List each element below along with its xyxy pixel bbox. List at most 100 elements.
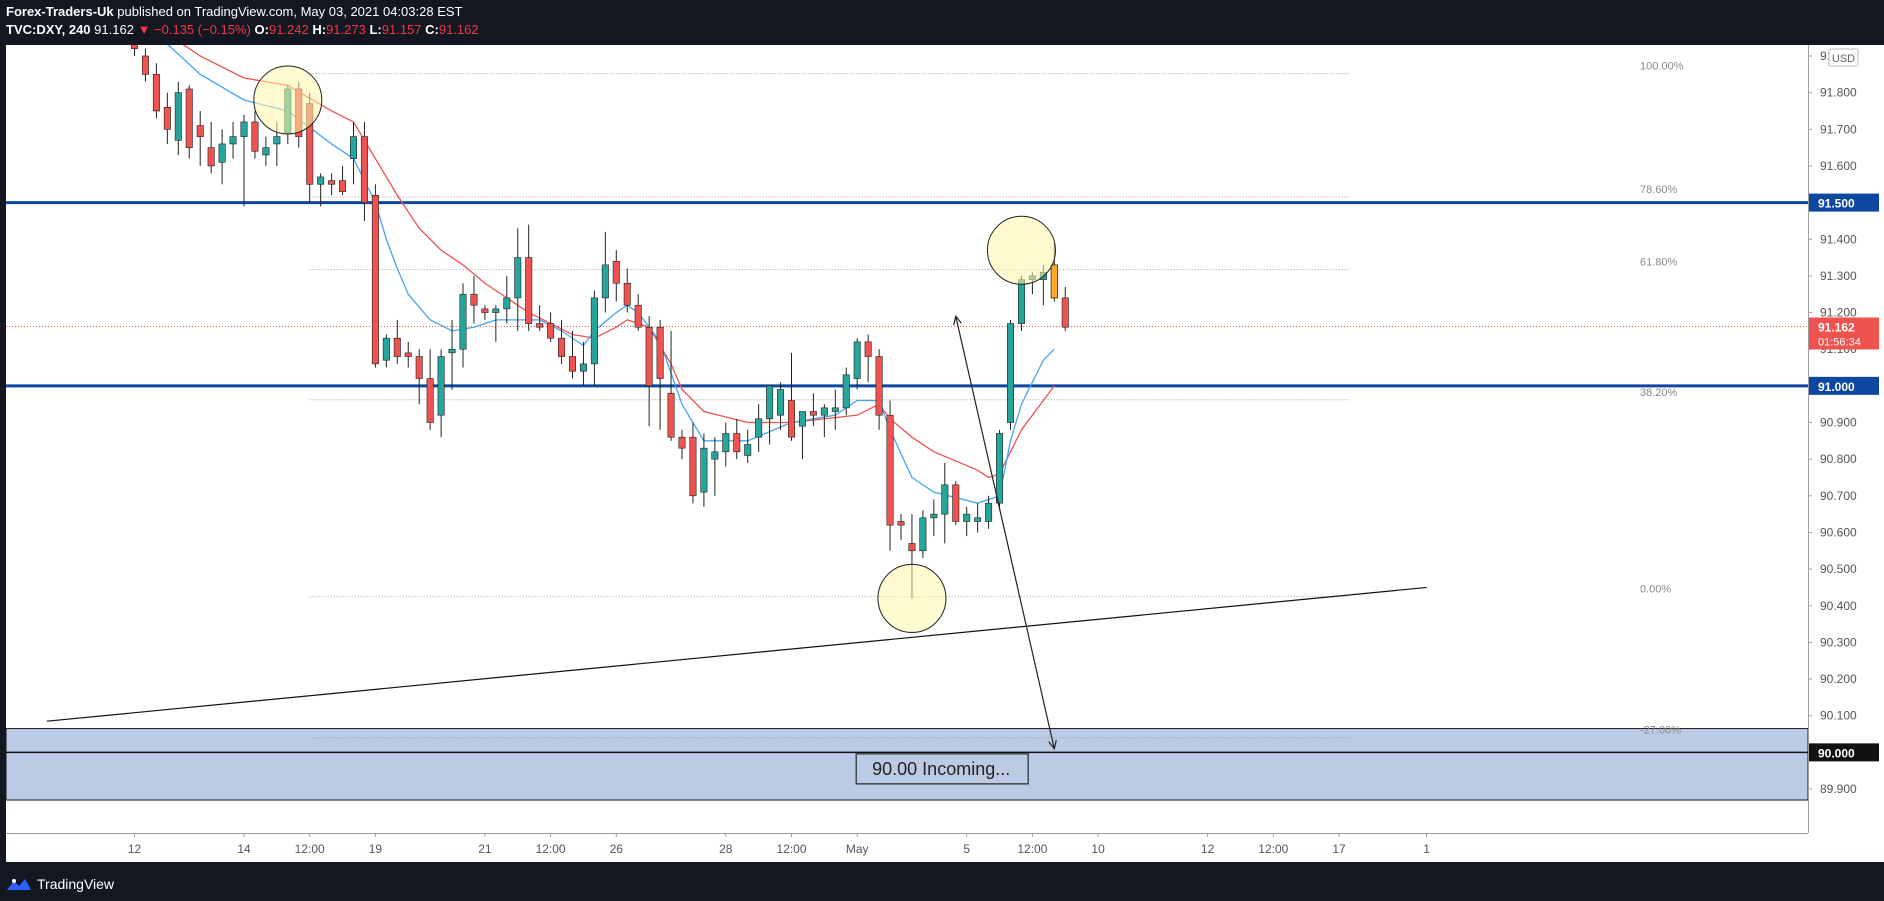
candle-body[interactable]	[623, 282, 631, 306]
candle-body[interactable]	[174, 92, 182, 141]
candle-body[interactable]	[930, 513, 938, 519]
candle-body[interactable]	[426, 378, 434, 423]
candle-body[interactable]	[404, 352, 412, 357]
candle-body[interactable]	[711, 451, 719, 460]
plot-background[interactable]	[6, 45, 1808, 833]
plot-content[interactable]: 100.00% 78.60% 61.80% 38.20% 0.00% -27.00% 90.…	[6, 0, 1808, 801]
candle-body[interactable]	[1006, 323, 1014, 423]
candle-body[interactable]	[919, 517, 927, 552]
candle-body[interactable]	[207, 147, 215, 167]
candle-body[interactable]	[996, 433, 1004, 504]
candle-body[interactable]	[985, 502, 993, 522]
candle-body[interactable]	[568, 356, 576, 372]
candle-body[interactable]	[667, 392, 675, 438]
candle-body[interactable]	[328, 180, 336, 185]
time-axis-bg[interactable]	[6, 833, 1884, 862]
candle-body[interactable]	[339, 180, 347, 192]
candle-body[interactable]	[251, 121, 259, 152]
candle-body[interactable]	[262, 147, 270, 156]
candle-body[interactable]	[612, 260, 620, 284]
candle-body[interactable]	[317, 176, 325, 185]
candle-body[interactable]	[864, 341, 872, 357]
highlight-circle[interactable]	[877, 563, 947, 633]
candle-body[interactable]	[437, 356, 445, 416]
candle-body[interactable]	[547, 323, 555, 339]
candle-body[interactable]	[481, 308, 489, 313]
candle-body[interactable]	[415, 356, 423, 379]
candle-body[interactable]	[853, 341, 861, 379]
candle-body[interactable]	[382, 337, 390, 361]
level-axis-tag[interactable]	[1809, 743, 1879, 762]
candle-body[interactable]	[634, 304, 642, 328]
candle-body[interactable]	[131, 27, 139, 49]
level-axis-tag[interactable]	[1809, 193, 1879, 212]
candle-body[interactable]	[360, 136, 368, 203]
candle-body[interactable]	[196, 125, 204, 137]
candle-body[interactable]	[689, 436, 697, 497]
candle-body[interactable]	[875, 356, 883, 416]
ema-slow-line[interactable]	[80, 0, 1055, 479]
candle-body[interactable]	[700, 447, 708, 493]
candle-body[interactable]	[579, 363, 587, 372]
candle-body[interactable]	[787, 400, 795, 438]
candle-body[interactable]	[722, 433, 730, 453]
candle-body[interactable]	[766, 385, 774, 420]
level-axis-tag[interactable]	[1809, 376, 1879, 395]
symbol-label[interactable]: TVC:DXY, 240	[6, 22, 91, 37]
brand-name[interactable]: TradingView	[37, 876, 115, 892]
highlight-circle[interactable]	[253, 65, 323, 135]
candle-body[interactable]	[897, 521, 905, 526]
candle-body[interactable]	[678, 436, 686, 449]
candle-body[interactable]	[798, 411, 806, 427]
candle-body[interactable]	[941, 484, 949, 515]
plot-area[interactable]: 100.00% 78.60% 61.80% 38.20% 0.00% -27.00% 90.…	[6, 0, 1808, 833]
candle-body[interactable]	[218, 143, 226, 163]
candle-body[interactable]	[514, 257, 522, 299]
candle-body[interactable]	[470, 293, 478, 306]
candle-body[interactable]	[448, 348, 456, 354]
projection-arrow[interactable]	[955, 316, 1055, 749]
annotation-box[interactable]	[855, 753, 1029, 785]
current-price-tag[interactable]	[1809, 317, 1879, 350]
candle-body[interactable]	[755, 418, 763, 438]
candle-body[interactable]	[809, 411, 817, 416]
candle-body[interactable]	[503, 297, 511, 310]
candle-body[interactable]	[558, 337, 566, 357]
candle-body[interactable]	[525, 257, 533, 324]
trend-line[interactable]	[46, 586, 1427, 722]
currency-badge[interactable]	[1828, 48, 1859, 67]
candle-body[interactable]	[777, 389, 785, 416]
candle-body[interactable]	[952, 484, 960, 522]
candle-body[interactable]	[744, 444, 752, 456]
publisher-name[interactable]: Forex-Traders-Uk	[6, 4, 114, 19]
candle-body[interactable]	[842, 374, 850, 409]
price-axis[interactable]: 91.90091.80091.70091.60091.50091.40091.3…	[1808, 45, 1884, 833]
candle-body[interactable]	[974, 517, 982, 522]
candle-body[interactable]	[536, 323, 544, 328]
candle-body[interactable]	[492, 308, 500, 313]
candle-body[interactable]	[163, 107, 171, 130]
candle-body[interactable]	[371, 194, 379, 365]
candle-body[interactable]	[963, 513, 971, 522]
candle-body[interactable]	[820, 407, 828, 416]
candle-body[interactable]	[1061, 297, 1069, 328]
candle-body[interactable]	[1017, 279, 1025, 324]
candle-body[interactable]	[240, 121, 248, 137]
highlight-circle[interactable]	[986, 215, 1056, 285]
candle-body[interactable]	[273, 136, 281, 145]
candle-body[interactable]	[601, 264, 609, 299]
candle-body[interactable]	[229, 136, 237, 145]
candle-body[interactable]	[908, 543, 916, 552]
candle-body[interactable]	[645, 326, 653, 387]
time-axis[interactable]: 12 14 12:00 19 21 12:00 26 28 12:00 May 5 12:00 10 12…	[6, 833, 1884, 862]
candle-body-highlighted[interactable]	[1050, 264, 1058, 299]
candle-body[interactable]	[152, 74, 160, 112]
candle-body[interactable]	[141, 55, 149, 75]
candle-body[interactable]	[590, 297, 598, 365]
candle-body[interactable]	[459, 293, 467, 350]
candle-body[interactable]	[185, 88, 193, 148]
candle-body[interactable]	[831, 407, 839, 412]
tradingview-logo-icon[interactable]	[6, 877, 32, 891]
candle-body[interactable]	[393, 337, 401, 357]
